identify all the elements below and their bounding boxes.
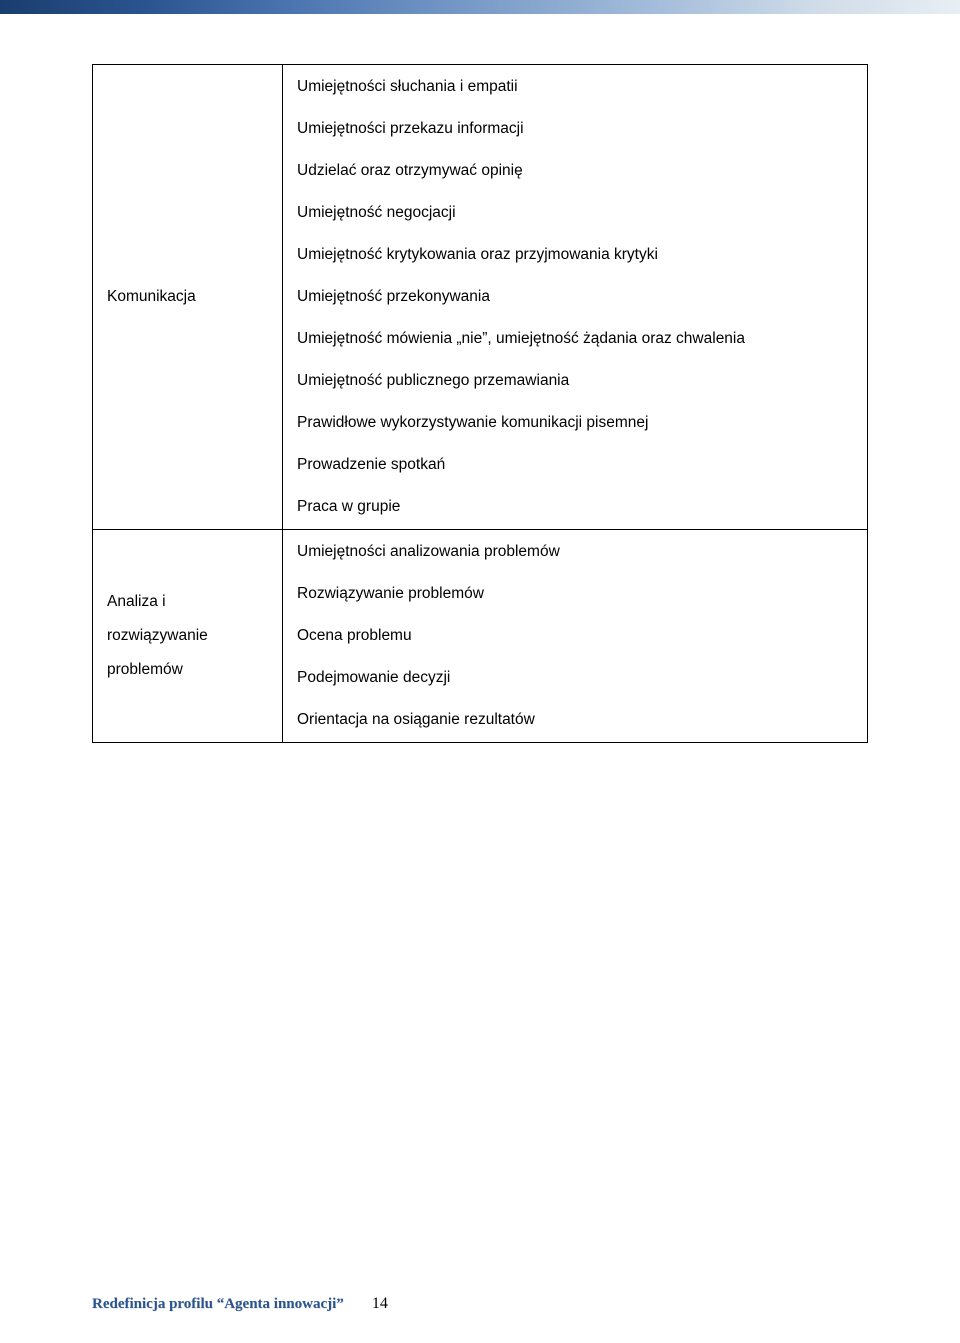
skill-item: Prawidłowe wykorzystywanie komunikacji p…	[297, 411, 853, 435]
items-cell: Umiejętności analizowania problemów Rozw…	[283, 530, 868, 743]
items-cell: Umiejętności słuchania i empatii Umiejęt…	[283, 65, 868, 530]
skill-item: Umiejętność przekonywania	[297, 285, 853, 309]
skill-item: Ocena problemu	[297, 624, 853, 648]
skill-item: Rozwiązywanie problemów	[297, 582, 853, 606]
skill-item: Prowadzenie spotkań	[297, 453, 853, 477]
skill-item: Umiejętność publicznego przemawiania	[297, 369, 853, 393]
header-gradient-bar	[0, 0, 960, 14]
category-cell: Analiza i rozwiązywanie problemów	[93, 530, 283, 743]
category-cell: Komunikacja	[93, 65, 283, 530]
skill-item: Umiejętność krytykowania oraz przyjmowan…	[297, 243, 853, 267]
skill-item: Umiejętność negocjacji	[297, 201, 853, 225]
page-footer: Redefinicja profilu “Agenta innowacji” 1…	[92, 1295, 388, 1313]
skill-item: Umiejętności przekazu informacji	[297, 117, 853, 141]
skill-item: Umiejętności słuchania i empatii	[297, 75, 853, 99]
skill-item: Praca w grupie	[297, 495, 853, 519]
category-label: Analiza i rozwiązywanie problemów	[107, 593, 208, 678]
skill-item: Umiejętności analizowania problemów	[297, 540, 853, 564]
table-row: Komunikacja Umiejętności słuchania i emp…	[93, 65, 868, 530]
skills-table: Komunikacja Umiejętności słuchania i emp…	[92, 64, 868, 743]
skill-item: Udzielać oraz otrzymywać opinię	[297, 159, 853, 183]
skill-item: Podejmowanie decyzji	[297, 666, 853, 690]
table-row: Analiza i rozwiązywanie problemów Umieję…	[93, 530, 868, 743]
skill-item: Umiejętność mówienia „nie”, umiejętność …	[297, 327, 853, 351]
page-content: Komunikacja Umiejętności słuchania i emp…	[0, 14, 960, 743]
category-label: Komunikacja	[107, 288, 196, 305]
page-number: 14	[372, 1295, 388, 1313]
footer-title: Redefinicja profilu “Agenta innowacji”	[92, 1296, 344, 1313]
skill-item: Orientacja na osiąganie rezultatów	[297, 708, 853, 732]
